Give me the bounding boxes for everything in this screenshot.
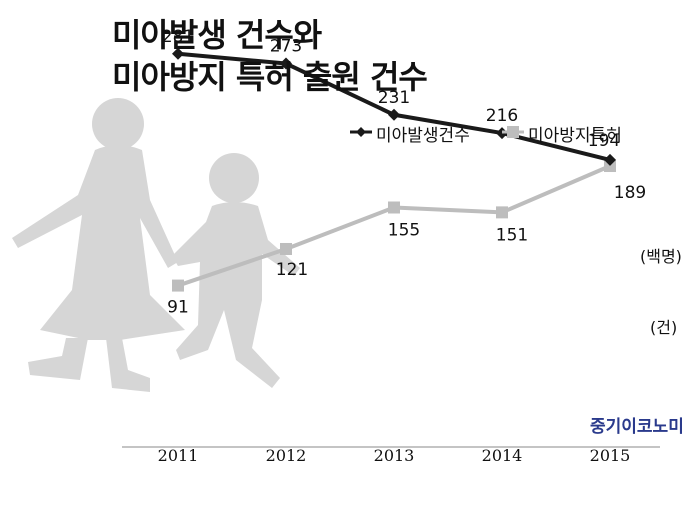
x-tick-label-2015: 2015 — [590, 446, 631, 465]
unit-label-series-2: (건) — [650, 318, 678, 337]
point-series-2-2015 — [604, 160, 616, 173]
data-label-series-2-2015: 189 — [614, 183, 646, 203]
data-label-series-2-2012: 121 — [276, 260, 308, 280]
point-series-2-2013 — [388, 201, 400, 214]
point-series-2-2011 — [172, 279, 184, 292]
chart-title-line-2: 미아방지 특허 출원 건수 — [112, 58, 428, 96]
data-label-series-1-2011: 281 — [162, 27, 194, 47]
data-label-series-2-2011: 91 — [167, 298, 189, 318]
data-labels: 91 121 155 151 189 281 273 231 216 194 — [162, 27, 646, 318]
point-series-1-2012 — [280, 57, 292, 70]
point-series-1-2011 — [172, 47, 184, 60]
data-label-series-1-2014: 216 — [486, 106, 518, 126]
legend-marks — [350, 126, 524, 138]
data-label-series-1-2013: 231 — [378, 88, 410, 108]
chart-title-line-1: 미아발생 건수와 — [112, 16, 322, 54]
point-series-2-2014 — [496, 206, 508, 219]
x-tick-label-2014: 2014 — [482, 446, 523, 465]
point-series-1-2015 — [604, 153, 616, 166]
legend-label-series-2: 미아방지특허 — [528, 126, 622, 146]
series-layer — [172, 47, 616, 292]
data-label-series-1-2015: 194 — [588, 131, 620, 151]
data-label-series-2-2013: 155 — [388, 221, 420, 241]
x-tick-label-2012: 2012 — [266, 446, 307, 465]
data-label-series-2-2014: 151 — [496, 225, 528, 245]
x-axis-ticks: 2011 2012 2013 2014 2015 — [158, 446, 631, 465]
legend-marker-series-2 — [507, 126, 519, 138]
brand-logo-text: 중기이코노미 — [590, 417, 684, 437]
children-silhouette — [12, 98, 300, 392]
unit-label-series-1: (백명) — [640, 247, 682, 266]
point-series-1-2013 — [388, 108, 400, 121]
legend-label-series-1: 미아발생건수 — [376, 126, 470, 146]
data-label-series-1-2012: 273 — [270, 37, 302, 57]
x-tick-label-2011: 2011 — [158, 446, 199, 465]
x-tick-label-2013: 2013 — [374, 446, 415, 465]
point-series-2-2012 — [280, 242, 292, 255]
legend-marker-series-1 — [356, 127, 366, 137]
